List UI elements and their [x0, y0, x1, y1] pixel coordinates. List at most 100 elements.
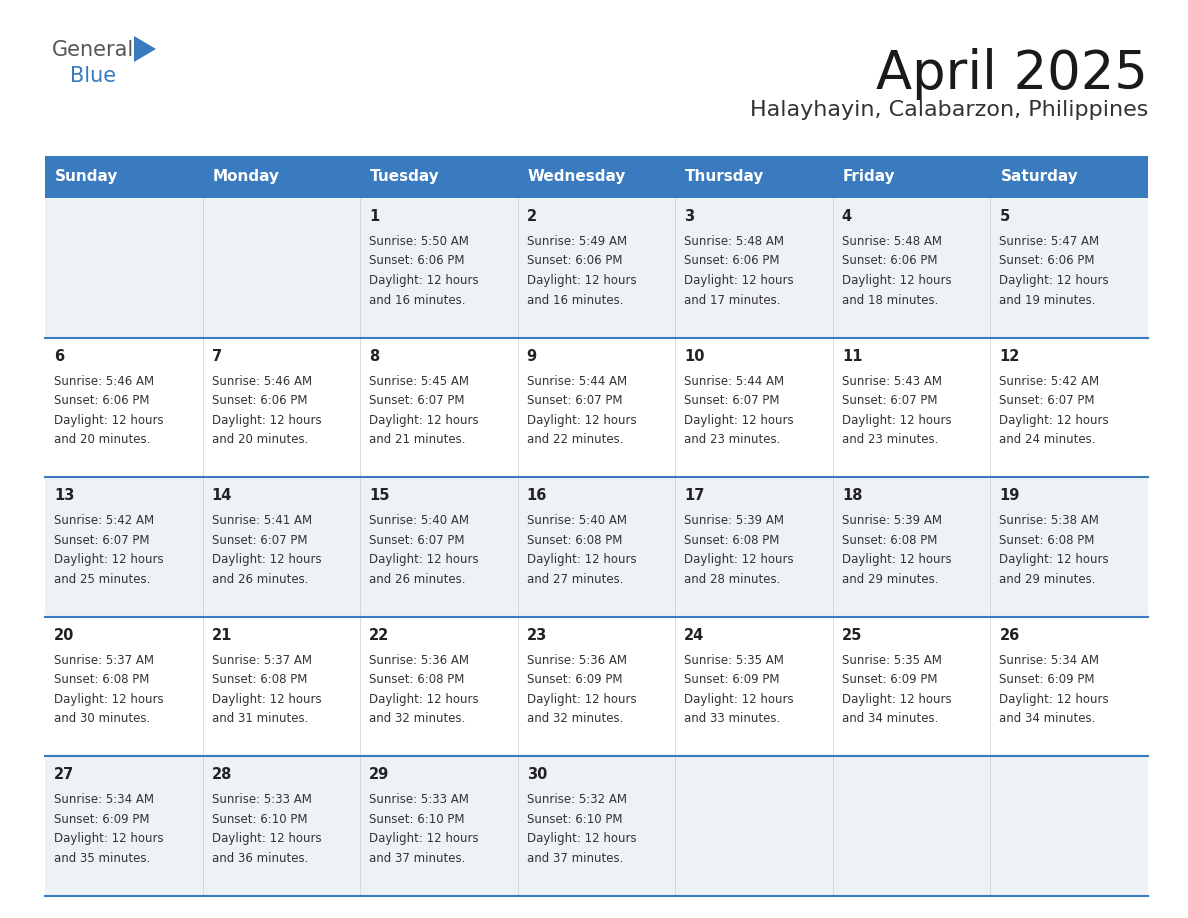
Text: Daylight: 12 hours: Daylight: 12 hours: [211, 554, 321, 566]
Text: Sunrise: 5:47 AM: Sunrise: 5:47 AM: [999, 235, 1100, 248]
Text: General: General: [52, 40, 134, 60]
Text: and 17 minutes.: and 17 minutes.: [684, 294, 781, 307]
Text: 6: 6: [53, 349, 64, 364]
Text: Daylight: 12 hours: Daylight: 12 hours: [842, 693, 952, 706]
Text: and 18 minutes.: and 18 minutes.: [842, 294, 939, 307]
Text: Sunrise: 5:35 AM: Sunrise: 5:35 AM: [684, 654, 784, 666]
Text: Sunrise: 5:44 AM: Sunrise: 5:44 AM: [526, 375, 627, 387]
Text: Sunrise: 5:42 AM: Sunrise: 5:42 AM: [999, 375, 1100, 387]
Bar: [45, 156, 1148, 198]
Text: Sunrise: 5:36 AM: Sunrise: 5:36 AM: [369, 654, 469, 666]
Text: Daylight: 12 hours: Daylight: 12 hours: [842, 274, 952, 287]
Text: and 20 minutes.: and 20 minutes.: [53, 433, 151, 446]
Text: Sunset: 6:09 PM: Sunset: 6:09 PM: [53, 813, 150, 826]
Text: Sunrise: 5:35 AM: Sunrise: 5:35 AM: [842, 654, 942, 666]
Text: 28: 28: [211, 767, 232, 782]
Text: Sunset: 6:09 PM: Sunset: 6:09 PM: [684, 673, 779, 687]
Text: Daylight: 12 hours: Daylight: 12 hours: [684, 414, 794, 427]
Text: Sunset: 6:09 PM: Sunset: 6:09 PM: [999, 673, 1095, 687]
Text: 27: 27: [53, 767, 74, 782]
Text: Sunrise: 5:37 AM: Sunrise: 5:37 AM: [53, 654, 154, 666]
Text: and 19 minutes.: and 19 minutes.: [999, 294, 1095, 307]
Text: Sunrise: 5:40 AM: Sunrise: 5:40 AM: [369, 514, 469, 527]
Text: and 29 minutes.: and 29 minutes.: [842, 573, 939, 586]
Text: Sunrise: 5:38 AM: Sunrise: 5:38 AM: [999, 514, 1099, 527]
Text: Sunset: 6:07 PM: Sunset: 6:07 PM: [526, 394, 623, 407]
Text: Sunrise: 5:42 AM: Sunrise: 5:42 AM: [53, 514, 154, 527]
Text: 19: 19: [999, 488, 1019, 503]
Text: Sunrise: 5:39 AM: Sunrise: 5:39 AM: [684, 514, 784, 527]
Text: 30: 30: [526, 767, 548, 782]
Text: Sunrise: 5:41 AM: Sunrise: 5:41 AM: [211, 514, 311, 527]
Text: Daylight: 12 hours: Daylight: 12 hours: [526, 554, 637, 566]
Text: Sunset: 6:07 PM: Sunset: 6:07 PM: [53, 533, 150, 547]
Text: Daylight: 12 hours: Daylight: 12 hours: [369, 833, 479, 845]
Text: 12: 12: [999, 349, 1019, 364]
Text: and 31 minutes.: and 31 minutes.: [211, 712, 308, 725]
Text: 10: 10: [684, 349, 704, 364]
Text: April 2025: April 2025: [876, 48, 1148, 100]
Text: Sunset: 6:07 PM: Sunset: 6:07 PM: [684, 394, 779, 407]
Text: and 23 minutes.: and 23 minutes.: [842, 433, 939, 446]
Text: and 37 minutes.: and 37 minutes.: [526, 852, 623, 865]
Text: Daylight: 12 hours: Daylight: 12 hours: [53, 693, 164, 706]
Text: and 20 minutes.: and 20 minutes.: [211, 433, 308, 446]
Text: Sunset: 6:06 PM: Sunset: 6:06 PM: [684, 254, 779, 267]
Text: 1: 1: [369, 209, 379, 224]
Text: Sunset: 6:08 PM: Sunset: 6:08 PM: [526, 533, 623, 547]
Text: 9: 9: [526, 349, 537, 364]
Text: Daylight: 12 hours: Daylight: 12 hours: [53, 833, 164, 845]
Text: Daylight: 12 hours: Daylight: 12 hours: [999, 693, 1110, 706]
Text: Sunset: 6:10 PM: Sunset: 6:10 PM: [369, 813, 465, 826]
Text: Daylight: 12 hours: Daylight: 12 hours: [369, 693, 479, 706]
Text: Sunset: 6:07 PM: Sunset: 6:07 PM: [369, 533, 465, 547]
Bar: [45, 338, 1148, 477]
Text: Sunset: 6:07 PM: Sunset: 6:07 PM: [999, 394, 1095, 407]
Text: Daylight: 12 hours: Daylight: 12 hours: [999, 274, 1110, 287]
Text: Daylight: 12 hours: Daylight: 12 hours: [842, 554, 952, 566]
Text: Daylight: 12 hours: Daylight: 12 hours: [526, 274, 637, 287]
Text: Sunset: 6:07 PM: Sunset: 6:07 PM: [842, 394, 937, 407]
Text: 17: 17: [684, 488, 704, 503]
Text: Blue: Blue: [70, 66, 116, 86]
Text: and 22 minutes.: and 22 minutes.: [526, 433, 624, 446]
Text: and 21 minutes.: and 21 minutes.: [369, 433, 466, 446]
Text: Sunset: 6:09 PM: Sunset: 6:09 PM: [842, 673, 937, 687]
Text: Sunset: 6:07 PM: Sunset: 6:07 PM: [369, 394, 465, 407]
Text: Sunset: 6:07 PM: Sunset: 6:07 PM: [211, 533, 307, 547]
Text: 7: 7: [211, 349, 222, 364]
Bar: [45, 756, 1148, 896]
Text: Sunrise: 5:48 AM: Sunrise: 5:48 AM: [842, 235, 942, 248]
Text: and 36 minutes.: and 36 minutes.: [211, 852, 308, 865]
Text: Sunrise: 5:46 AM: Sunrise: 5:46 AM: [211, 375, 311, 387]
Text: 20: 20: [53, 628, 75, 643]
Text: Sunrise: 5:34 AM: Sunrise: 5:34 AM: [53, 793, 154, 806]
Text: and 28 minutes.: and 28 minutes.: [684, 573, 781, 586]
Text: 13: 13: [53, 488, 75, 503]
Text: Sunrise: 5:50 AM: Sunrise: 5:50 AM: [369, 235, 469, 248]
Text: Sunrise: 5:32 AM: Sunrise: 5:32 AM: [526, 793, 627, 806]
Text: Sunset: 6:08 PM: Sunset: 6:08 PM: [999, 533, 1095, 547]
Text: Sunrise: 5:36 AM: Sunrise: 5:36 AM: [526, 654, 627, 666]
Text: 25: 25: [842, 628, 862, 643]
Bar: [45, 198, 1148, 338]
Text: 2: 2: [526, 209, 537, 224]
Text: 26: 26: [999, 628, 1019, 643]
Text: and 23 minutes.: and 23 minutes.: [684, 433, 781, 446]
Text: Wednesday: Wednesday: [527, 170, 626, 185]
Text: Sunset: 6:06 PM: Sunset: 6:06 PM: [211, 394, 307, 407]
Text: Monday: Monday: [213, 170, 279, 185]
Text: 4: 4: [842, 209, 852, 224]
Text: Daylight: 12 hours: Daylight: 12 hours: [369, 414, 479, 427]
Text: and 35 minutes.: and 35 minutes.: [53, 852, 150, 865]
Text: 29: 29: [369, 767, 390, 782]
Text: Daylight: 12 hours: Daylight: 12 hours: [526, 833, 637, 845]
Text: 16: 16: [526, 488, 548, 503]
Text: 5: 5: [999, 209, 1010, 224]
Text: Daylight: 12 hours: Daylight: 12 hours: [211, 833, 321, 845]
Text: and 29 minutes.: and 29 minutes.: [999, 573, 1095, 586]
Text: Sunrise: 5:40 AM: Sunrise: 5:40 AM: [526, 514, 627, 527]
Text: Sunrise: 5:45 AM: Sunrise: 5:45 AM: [369, 375, 469, 387]
Text: 11: 11: [842, 349, 862, 364]
Text: and 32 minutes.: and 32 minutes.: [369, 712, 466, 725]
